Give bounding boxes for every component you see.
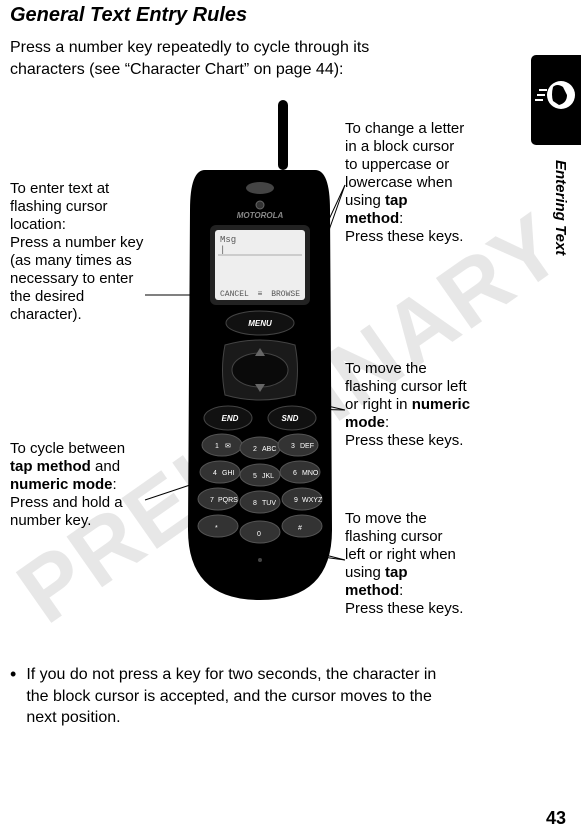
callout-move-tap: To move the flashing cursor left or righ… [345,510,465,618]
key-hash: # [298,525,302,532]
snd-key: SND [282,414,299,423]
callout-cycle-mode: To cycle between tap method and numeric … [10,440,145,530]
svg-text:MNO: MNO [302,470,319,477]
key-8: 8 [253,500,257,507]
callout-text: To cycle between [10,440,125,457]
svg-text:JKL: JKL [262,473,274,480]
side-label: Entering Text [552,160,569,255]
bullet-dot: • [10,664,16,729]
key-2: 2 [253,446,257,453]
screen-line1: Msg [220,235,236,245]
svg-text:WXYZ: WXYZ [302,497,323,504]
callout-move-numeric: To move the flashing cursor left or righ… [345,360,475,450]
phone-illustration: MOTOROLA Msg | CANCEL ≡ BROWSE MENU END … [160,100,360,610]
section-title: General Text Entry Rules [10,4,571,27]
end-key: END [222,414,239,423]
svg-text:DEF: DEF [300,443,314,450]
menu-key: MENU [248,319,272,328]
key-4: 4 [213,470,217,477]
bullet-item: • If you do not press a key for two seco… [10,664,440,729]
callout-enter-text: To enter text at flashing cursor locatio… [10,180,145,324]
svg-text:PQRS: PQRS [218,497,238,504]
screen-soft-left: CANCEL [220,290,249,299]
key-1: 1 [215,443,219,450]
svg-text:✉: ✉ [225,443,231,450]
key-star: * [215,525,218,532]
svg-text:GHI: GHI [222,470,235,477]
key-9: 9 [294,497,298,504]
key-7: 7 [210,497,214,504]
side-tab-icon [531,55,581,145]
callout-text-bold: numeric mode [10,476,113,493]
key-0: 0 [257,531,261,538]
bullet-text: If you do not press a key for two second… [26,664,440,729]
intro-text: Press a number key repeatedly to cycle t… [10,37,410,80]
svg-text:ABC: ABC [262,446,276,453]
callout-text-bold: tap method [10,458,91,475]
callout-text: and [91,458,120,475]
phone-diagram: To enter text at flashing cursor locatio… [10,100,571,660]
screen-cursor: | [220,245,225,255]
key-3: 3 [291,443,295,450]
screen-soft-right: BROWSE [271,290,300,299]
callout-change-case: To change a letter in a block cursor to … [345,120,465,246]
phone-brand-text: MOTOROLA [237,211,284,220]
svg-text:≡: ≡ [258,290,263,299]
page-number: 43 [546,808,566,829]
callout-text: To enter text at flashing cursor locatio… [10,180,143,323]
svg-text:TUV: TUV [262,500,276,507]
key-5: 5 [253,473,257,480]
key-6: 6 [293,470,297,477]
